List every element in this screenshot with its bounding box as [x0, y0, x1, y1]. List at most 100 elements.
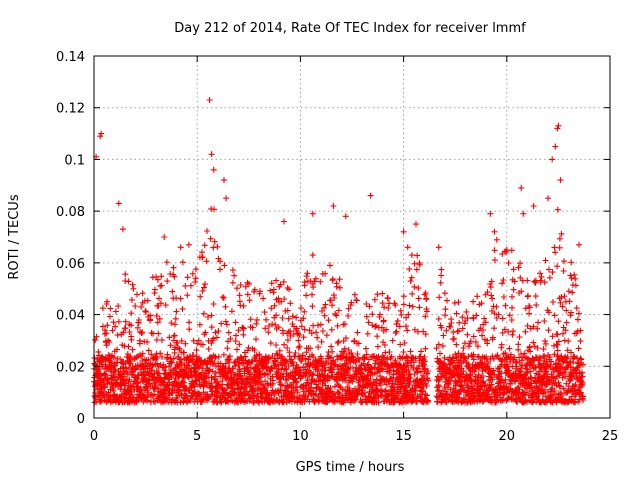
data-point — [115, 303, 122, 310]
data-point — [125, 343, 132, 350]
data-point — [210, 301, 217, 307]
data-point — [493, 236, 500, 243]
data-point — [112, 323, 119, 330]
data-points — [91, 97, 586, 406]
data-point — [392, 329, 399, 336]
data-point — [451, 335, 458, 342]
data-point — [159, 354, 165, 360]
data-point — [206, 97, 213, 103]
data-point — [105, 337, 111, 344]
data-point — [533, 302, 540, 309]
data-point — [296, 343, 303, 350]
data-point — [542, 338, 548, 345]
data-point — [409, 303, 416, 310]
data-point — [181, 349, 187, 356]
data-point — [294, 378, 301, 385]
data-point — [443, 327, 450, 334]
data-point — [323, 332, 330, 339]
data-point — [244, 347, 251, 354]
y-axis-title: ROTI / TECUs — [7, 194, 22, 279]
data-point — [134, 324, 141, 331]
data-point — [333, 280, 340, 287]
data-point — [310, 284, 317, 291]
data-point — [303, 273, 310, 280]
data-point — [175, 345, 182, 351]
data-point — [307, 345, 314, 352]
data-point — [275, 324, 282, 331]
data-point — [551, 312, 558, 319]
data-point — [557, 177, 564, 184]
data-point — [318, 338, 325, 345]
data-point — [515, 341, 522, 348]
data-point — [442, 312, 449, 319]
data-point — [526, 304, 533, 311]
data-point — [509, 331, 516, 338]
data-point — [132, 303, 139, 309]
data-point — [293, 314, 300, 321]
data-point — [364, 330, 371, 337]
data-point — [179, 366, 185, 373]
data-point — [270, 286, 277, 293]
data-point — [127, 384, 134, 391]
data-point — [240, 324, 246, 331]
data-point — [306, 373, 313, 380]
data-point — [571, 271, 578, 278]
data-point — [166, 363, 173, 370]
data-point — [325, 317, 332, 324]
data-point — [453, 310, 460, 317]
data-point — [222, 303, 229, 310]
data-point — [526, 310, 533, 317]
data-point — [218, 320, 225, 327]
data-point — [499, 315, 506, 322]
data-point — [114, 332, 121, 339]
data-point — [328, 343, 335, 350]
data-point — [531, 278, 538, 285]
data-point — [389, 337, 396, 344]
data-point — [309, 291, 315, 298]
data-point — [415, 295, 422, 302]
data-point — [203, 258, 210, 265]
data-point — [240, 325, 247, 332]
data-point — [186, 326, 193, 333]
data-point — [156, 295, 162, 302]
data-point — [215, 353, 222, 360]
y-tick-label: 0.12 — [56, 102, 85, 117]
data-point — [319, 328, 326, 334]
x-tick-label: 25 — [602, 429, 619, 444]
data-point — [138, 391, 145, 397]
data-point — [176, 386, 183, 393]
data-point — [568, 259, 575, 266]
data-point — [295, 364, 301, 371]
y-tick-label: 0.02 — [56, 360, 85, 375]
data-point — [251, 286, 258, 293]
data-point — [200, 383, 207, 390]
data-point — [456, 319, 463, 326]
data-point — [380, 317, 387, 324]
data-point — [126, 364, 132, 371]
data-point — [531, 343, 538, 350]
data-point — [161, 367, 168, 374]
data-point — [179, 305, 186, 312]
data-point — [289, 390, 296, 397]
data-point — [190, 337, 197, 344]
data-point — [154, 319, 161, 326]
data-point — [304, 270, 311, 277]
x-tick-label: 0 — [90, 429, 98, 444]
data-point — [286, 286, 293, 293]
data-point — [400, 293, 407, 300]
data-point — [301, 308, 308, 315]
data-point — [142, 372, 149, 379]
data-point — [353, 297, 360, 304]
data-point — [219, 294, 226, 301]
data-point — [272, 321, 279, 328]
data-point — [454, 328, 461, 335]
data-point — [267, 340, 274, 347]
data-point — [115, 200, 122, 207]
data-point — [126, 376, 133, 383]
data-point — [404, 244, 411, 251]
data-point — [422, 345, 429, 352]
data-point — [284, 307, 291, 314]
data-point — [107, 305, 114, 312]
data-point — [444, 297, 450, 304]
data-point — [330, 203, 337, 209]
